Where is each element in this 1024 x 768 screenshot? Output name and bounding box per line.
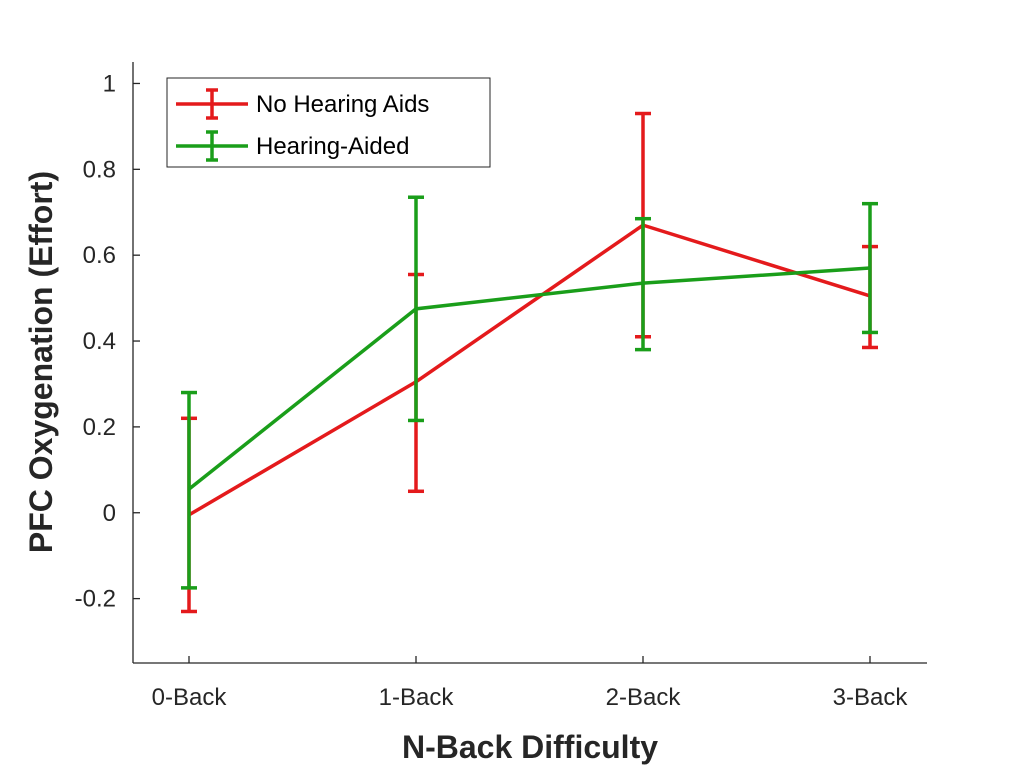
legend-item: No Hearing Aids	[176, 88, 429, 120]
legend: No Hearing Aids Hearing-Aided	[166, 77, 491, 168]
series-hearing-aided	[181, 195, 878, 590]
y-tick-label: 0.8	[83, 156, 116, 183]
legend-box	[166, 77, 491, 168]
data-point	[187, 487, 191, 491]
series-line	[187, 266, 871, 491]
x-axis-title: N-Back Difficulty	[402, 729, 658, 765]
y-tick-label: 0.2	[83, 414, 116, 441]
legend-label: No Hearing Aids	[256, 91, 429, 118]
legend-item: Hearing-Aided	[176, 130, 409, 162]
y-tick-label: 0	[103, 500, 116, 527]
series-group	[181, 111, 878, 614]
y-tick-label: 0.4	[83, 328, 116, 355]
x-ticks: 0-Back 1-Back 2-Back 3-Back	[152, 656, 909, 711]
axes	[132, 62, 927, 664]
x-tick-label: 0-Back	[152, 684, 228, 711]
x-tick-label: 3-Back	[833, 684, 909, 711]
x-tick-label: 2-Back	[606, 684, 682, 711]
data-point	[868, 266, 872, 270]
y-axis-title: PFC Oxygenation (Effort)	[23, 171, 59, 553]
data-point	[414, 307, 418, 311]
legend-label: Hearing-Aided	[256, 133, 409, 160]
y-tick-label: -0.2	[75, 586, 116, 613]
legend-entries: No Hearing Aids Hearing-Aided	[176, 88, 429, 162]
x-tick-label: 1-Back	[379, 684, 455, 711]
data-point	[641, 281, 645, 285]
y-ticks: -0.2 0 0.2 0.4 0.6 0.8 1	[75, 70, 140, 613]
y-tick-label: 0.6	[83, 242, 116, 269]
y-tick-label: 1	[103, 70, 116, 97]
series-line	[188, 223, 871, 517]
series-no-hearing-aids	[181, 111, 878, 614]
